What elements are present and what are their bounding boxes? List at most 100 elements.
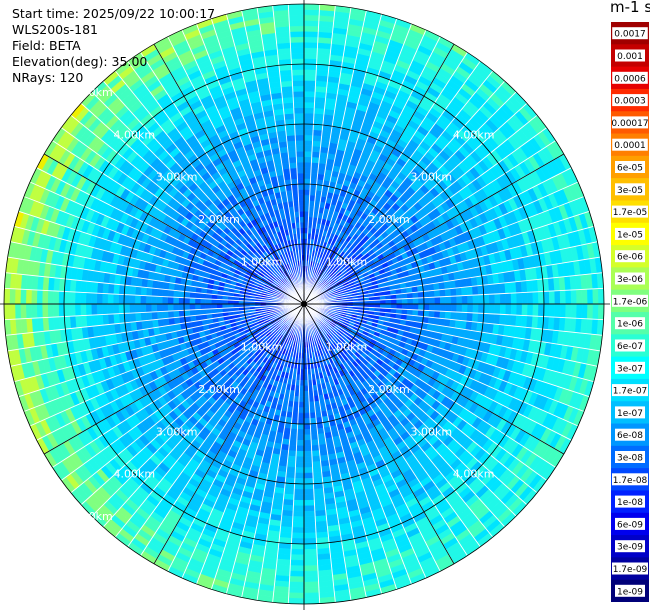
- range-bin: [597, 288, 605, 305]
- range-bin: [311, 455, 321, 463]
- range-bin: [412, 291, 419, 299]
- range-bin: [396, 303, 403, 310]
- range-bin: [418, 297, 425, 305]
- range-bin: [288, 581, 305, 588]
- range-bin: [303, 597, 320, 605]
- ray-separator: [303, 36, 441, 305]
- range-bin: [303, 554, 318, 561]
- range-bin: [303, 129, 314, 136]
- range-bin: [311, 444, 320, 452]
- range-bin: [303, 183, 311, 190]
- range-bin: [303, 401, 310, 408]
- range-bin: [313, 107, 325, 115]
- range-bin: [456, 295, 463, 305]
- range-bin: [310, 439, 320, 446]
- range-bin: [303, 407, 310, 414]
- range-bin: [303, 450, 313, 457]
- range-bin: [303, 14, 320, 21]
- range-bin: [303, 189, 311, 196]
- range-bin: [450, 311, 457, 321]
- range-bin: [295, 461, 305, 468]
- range-bin: [499, 293, 507, 305]
- range-bin: [303, 559, 318, 567]
- range-bin: [439, 296, 447, 305]
- range-bin: [289, 576, 305, 583]
- range-bin: [290, 559, 305, 567]
- range-bin: [303, 456, 313, 463]
- range-bin: [532, 303, 539, 317]
- range-bin: [303, 63, 317, 70]
- range-bin: [303, 58, 318, 65]
- range-bin: [289, 433, 298, 441]
- range-bin: [303, 145, 313, 152]
- range-bin: [597, 303, 605, 320]
- range-bin: [478, 303, 485, 314]
- range-bin: [303, 52, 318, 60]
- range-bin: [570, 289, 577, 305]
- range-bin: [303, 31, 319, 38]
- range-bin: [312, 471, 323, 479]
- range-bin: [134, 312, 142, 322]
- range-bin: [96, 314, 104, 326]
- range-bin: [303, 151, 313, 158]
- range-bin: [303, 412, 311, 419]
- range-bin: [303, 548, 318, 556]
- range-bin: [505, 303, 512, 316]
- range-bin: [576, 303, 583, 319]
- range-bin: [309, 183, 317, 191]
- range-bin: [282, 499, 294, 506]
- range-bin: [288, 444, 297, 452]
- range-bin: [107, 313, 115, 325]
- range-bin: [183, 309, 191, 317]
- range-bin: [102, 314, 109, 326]
- range-bin: [407, 303, 414, 310]
- range-bin: [576, 289, 583, 305]
- range-bin: [418, 303, 425, 311]
- range-bin: [587, 288, 594, 305]
- range-bin: [314, 96, 326, 104]
- range-bin: [303, 423, 311, 430]
- range-bin: [309, 189, 317, 196]
- range-bin: [543, 290, 550, 305]
- range-bin: [543, 303, 550, 318]
- range-bin: [554, 303, 561, 318]
- range-bin: [312, 461, 322, 468]
- range-bin: [390, 298, 397, 305]
- range-bin: [493, 313, 501, 325]
- range-bin: [178, 310, 185, 318]
- range-bin: [303, 25, 319, 32]
- range-bin: [313, 113, 325, 120]
- range-bin: [303, 134, 314, 141]
- range-bin: [156, 311, 164, 320]
- range-bin: [559, 290, 567, 305]
- range-bin: [303, 41, 318, 49]
- range-bin: [290, 423, 298, 430]
- range-bin: [488, 283, 495, 295]
- range-bin: [303, 429, 312, 436]
- range-bin: [298, 390, 305, 397]
- range-bin: [303, 510, 316, 517]
- ray-separator: [303, 5, 336, 305]
- range-bin: [471, 312, 479, 323]
- range-bin: [417, 309, 425, 317]
- range-bin: [297, 418, 305, 425]
- range-bin: [516, 292, 523, 305]
- range-bin: [303, 36, 319, 43]
- range-bin: [493, 283, 501, 295]
- range-bin: [433, 289, 441, 298]
- range-bin: [303, 521, 316, 528]
- range-bin: [303, 527, 317, 534]
- range-bin: [162, 310, 169, 320]
- range-bin: [296, 439, 305, 447]
- range-bin: [288, 592, 305, 599]
- range-bin: [283, 488, 295, 495]
- range-bin: [291, 412, 299, 419]
- range-bin: [310, 428, 318, 435]
- range-bin: [288, 439, 298, 446]
- range-bin: [303, 418, 311, 425]
- range-bin: [293, 488, 305, 496]
- range-bin: [554, 290, 561, 305]
- range-bin: [292, 505, 305, 512]
- range-bin: [538, 291, 545, 305]
